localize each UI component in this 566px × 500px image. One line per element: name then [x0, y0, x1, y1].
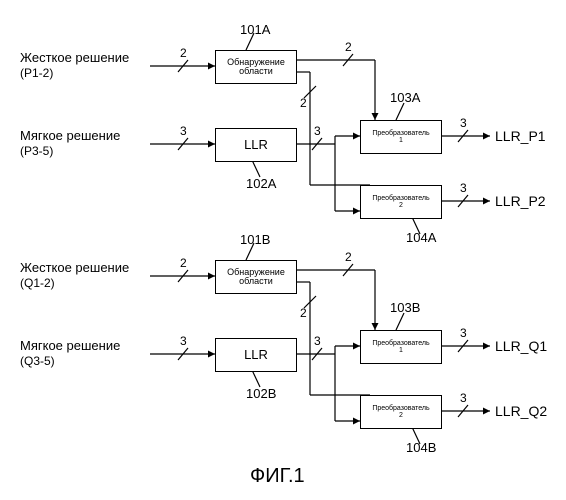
ref-conv2-b: 104B [406, 440, 436, 455]
block-conv2-b: Преобразователь2 [360, 395, 442, 429]
sub: 1 [399, 347, 403, 354]
input-soft-a-sub: (P3-5) [20, 144, 53, 158]
bits-out-q2: 3 [460, 391, 467, 405]
ref-det-a: 101A [240, 22, 270, 37]
block-llr-a: LLR [215, 128, 297, 162]
sub: 2 [399, 412, 403, 419]
block-detect-a: Обнаружение области [215, 50, 297, 84]
label: Обнаружение области [216, 268, 296, 287]
bits-det-a-out: 2 [345, 40, 352, 54]
ref-llr-a: 102A [246, 176, 276, 191]
output-p1: LLR_P1 [495, 128, 546, 144]
input-soft-b-sub: (Q3-5) [20, 354, 55, 368]
bits-llr-a-out: 3 [314, 124, 321, 138]
ref-conv2-a: 104A [406, 230, 436, 245]
input-hard-a-title: Жесткое решение [20, 50, 129, 65]
label: Преобразователь [372, 405, 429, 412]
input-hard-b-sub: (Q1-2) [20, 276, 55, 290]
output-q2: LLR_Q2 [495, 403, 547, 419]
block-conv2-a: Преобразователь2 [360, 185, 442, 219]
ref-conv1-a: 103A [390, 90, 420, 105]
bits-out-p2: 3 [460, 181, 467, 195]
label: LLR [244, 138, 268, 152]
block-detect-b: Обнаружение области [215, 260, 297, 294]
ref-conv1-b: 103B [390, 300, 420, 315]
label: Преобразователь [372, 130, 429, 137]
bits-hard-a: 2 [180, 46, 187, 60]
label: Преобразователь [372, 195, 429, 202]
input-hard-a-sub: (P1-2) [20, 66, 53, 80]
output-q1: LLR_Q1 [495, 338, 547, 354]
input-hard-b-title: Жесткое решение [20, 260, 129, 275]
block-llr-b: LLR [215, 338, 297, 372]
figure-label: ФИГ.1 [250, 465, 305, 488]
label: LLR [244, 348, 268, 362]
label: Преобразователь [372, 340, 429, 347]
ref-llr-b: 102B [246, 386, 276, 401]
block-conv1-a: Преобразователь1 [360, 120, 442, 154]
bits-det-b-out: 2 [345, 250, 352, 264]
sub: 1 [399, 137, 403, 144]
block-conv1-b: Преобразователь1 [360, 330, 442, 364]
bits-soft-a: 3 [180, 124, 187, 138]
output-p2: LLR_P2 [495, 193, 546, 209]
label: Обнаружение области [216, 58, 296, 77]
input-soft-b-title: Мягкое решение [20, 338, 120, 353]
bits-soft-b: 3 [180, 334, 187, 348]
bits-det-a-down: 2 [300, 96, 307, 110]
bits-out-q1: 3 [460, 326, 467, 340]
bits-hard-b: 2 [180, 256, 187, 270]
ref-det-b: 101B [240, 232, 270, 247]
sub: 2 [399, 202, 403, 209]
bits-det-b-down: 2 [300, 306, 307, 320]
bits-llr-b-out: 3 [314, 334, 321, 348]
input-soft-a-title: Мягкое решение [20, 128, 120, 143]
bits-out-p1: 3 [460, 116, 467, 130]
